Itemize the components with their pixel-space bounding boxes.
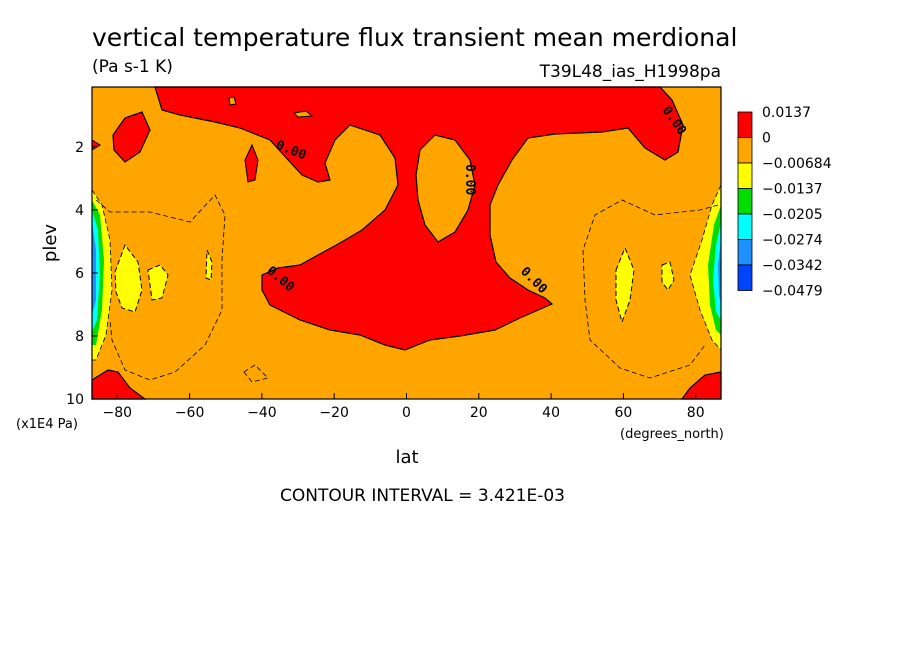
x-tick-label: −20 [319,405,349,421]
x-tick-label: 80 [687,405,705,421]
neg-contour-left-small [243,364,269,383]
neutral-dot-1 [228,96,237,106]
x-tick-label: −60 [175,405,205,421]
neg-right-yellow [615,246,635,324]
neg-left-yellow-2 [147,264,169,301]
y-axis-unit: (x1E4 Pa) [16,417,78,432]
plot-area: 0.00 0.00 0.00 0.00 0.00 [91,86,722,400]
x-axis-unit: (degrees_north) [620,427,724,442]
y-tick-label: 8 [75,329,84,345]
dataset-label: T39L48_ias_H1998pa [539,62,721,82]
y-tick-label: 10 [66,392,84,408]
x-tick-label: 40 [542,405,560,421]
legend-level-label: −0.0479 [762,284,823,300]
positive-region-top [154,86,684,351]
legend-level-label: −0.00684 [762,156,832,172]
legend-swatch [737,162,753,189]
legend-swatch [737,137,753,164]
neg-right-yellow-2 [661,261,675,291]
legend-level-label: 0.0137 [762,105,811,121]
neg-contour-right-outer [582,199,719,379]
y-tick-label: 2 [75,140,84,156]
neg-right-edge-cyan [713,222,721,320]
legend-level-label: −0.0205 [762,207,823,223]
legend-swatch [737,239,753,266]
y-axis-label: plev [40,224,61,263]
legend-swatch [737,264,753,291]
legend-level-label: −0.0274 [762,233,823,249]
neg-left-edge-blue [92,222,96,315]
x-axis-label: lat [395,447,418,468]
colorbar-legend: 0.0137 0 −0.00684 −0.0137 −0.0205 −0.0274 −0.0… [737,105,832,300]
contour-interval: CONTOUR INTERVAL = 3.421E-03 [280,486,565,506]
x-axis: −80 −60 −40 −20 0 20 40 60 80 [103,393,705,421]
x-tick-label: −80 [103,405,133,421]
y-tick-label: 6 [75,266,84,282]
contour-label: 0.00 [462,164,477,195]
legend-swatch [737,111,753,138]
legend-level-label: 0 [762,131,771,147]
x-tick-label: −40 [247,405,277,421]
neg-contour-left-outer [95,194,226,381]
x-tick-label: 20 [470,405,488,421]
neutral-hole-center [415,134,476,243]
x-tick-label: 60 [614,405,632,421]
x-tick-label: 0 [402,405,411,421]
positive-blob-left [112,111,151,163]
y-axis: 2 4 6 8 10 [66,140,98,408]
neg-left-yellow [114,243,143,313]
legend-swatch [737,188,753,215]
neg-left-yellow-3 [205,249,213,281]
neutral-dot-2 [292,110,314,118]
positive-blob-small [244,143,259,183]
legend-swatch [737,213,753,240]
legend-level-label: −0.0137 [762,182,823,198]
neg-right-edge-blue [718,240,721,305]
chart-title: vertical temperature flux transient mean… [92,23,737,52]
y-tick-label: 4 [75,203,84,219]
legend-level-label: −0.0342 [762,258,823,274]
units-label: (Pa s-1 K) [92,57,173,77]
